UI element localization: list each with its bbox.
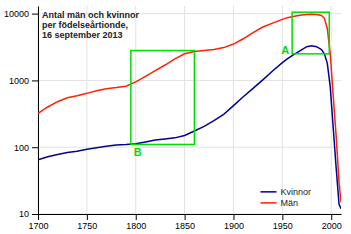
y-tick: 10000 — [4, 9, 38, 19]
y-tick-label: 10 — [19, 209, 29, 219]
legend-item: Kvinnor — [260, 187, 311, 197]
y-tick-mark — [32, 214, 38, 215]
series-line — [38, 46, 341, 209]
lines — [38, 14, 341, 209]
grid-line-x — [135, 6, 136, 214]
x-tick-label: 1800 — [126, 221, 146, 231]
x-tick: 1750 — [77, 214, 97, 231]
annotation-rect — [292, 12, 329, 54]
x-axis-line — [39, 214, 342, 215]
chart: 1700 1750 1800 1850 1900 1950 2000 10 100 1000 100… — [0, 0, 351, 234]
grid — [38, 6, 341, 214]
x-axis: 1700 1750 1800 1850 1900 1950 2000 — [28, 214, 341, 231]
x-tick: 1800 — [126, 214, 146, 231]
legend-label: Män — [280, 198, 298, 208]
y-tick: 1000 — [9, 76, 38, 86]
grid-line-x — [184, 6, 185, 214]
title-line: 16 september 2013 — [42, 30, 123, 40]
x-tick-mark — [331, 214, 332, 220]
x-tick-mark — [136, 214, 137, 220]
legend-swatch — [260, 191, 276, 193]
annotation-labels: AB — [134, 44, 289, 159]
x-tick-mark — [282, 214, 283, 220]
plot: 1700 1750 1800 1850 1900 1950 2000 10 100 1000 100… — [4, 6, 342, 231]
annotation-label: A — [281, 44, 289, 56]
title-line: per födelseårtionde, — [42, 20, 128, 30]
x-tick-label: 1900 — [224, 221, 244, 231]
x-tick: 1900 — [224, 214, 244, 231]
x-tick-mark — [38, 214, 39, 220]
annotation-rects — [131, 12, 329, 144]
x-tick-mark — [185, 214, 186, 220]
x-tick: 1850 — [175, 214, 195, 231]
title: Antal män och kvinnorper födelseårtionde… — [42, 10, 140, 40]
legend-swatch — [260, 202, 276, 204]
grid-line-x — [233, 6, 234, 214]
y-axis-line — [38, 7, 39, 215]
grid-line-x — [38, 6, 39, 214]
annotation-rect — [131, 51, 195, 145]
y-tick: 10 — [19, 209, 38, 219]
y-tick: 100 — [14, 143, 38, 153]
x-tick-label: 1700 — [28, 221, 48, 231]
y-axis: 10 100 1000 10000 — [4, 7, 39, 220]
y-tick-mark — [32, 14, 38, 15]
legend: KvinnorMän — [260, 187, 311, 208]
y-tick-label: 1000 — [9, 76, 29, 86]
annotation-label: B — [134, 146, 142, 158]
series-line — [38, 14, 341, 202]
title-line: Antal män och kvinnor — [42, 10, 140, 20]
x-tick: 2000 — [322, 214, 342, 231]
x-tick-label: 1750 — [77, 221, 97, 231]
x-tick-label: 2000 — [322, 221, 342, 231]
x-tick-mark — [233, 214, 234, 220]
y-tick-mark — [32, 80, 38, 81]
x-tick: 1950 — [273, 214, 293, 231]
x-tick-mark — [87, 214, 88, 220]
grid-line-x — [282, 6, 283, 214]
grid-line-y — [38, 80, 341, 81]
x-tick-label: 1950 — [273, 221, 293, 231]
legend-label: Kvinnor — [280, 187, 311, 197]
x-tick-label: 1850 — [175, 221, 195, 231]
legend-item: Män — [260, 198, 298, 208]
grid-line-y — [38, 147, 341, 148]
y-tick-label: 10000 — [4, 9, 29, 19]
grid-line-y — [38, 214, 341, 215]
y-tick-label: 100 — [14, 143, 29, 153]
x-tick: 1700 — [28, 214, 48, 231]
y-tick-mark — [32, 147, 38, 148]
